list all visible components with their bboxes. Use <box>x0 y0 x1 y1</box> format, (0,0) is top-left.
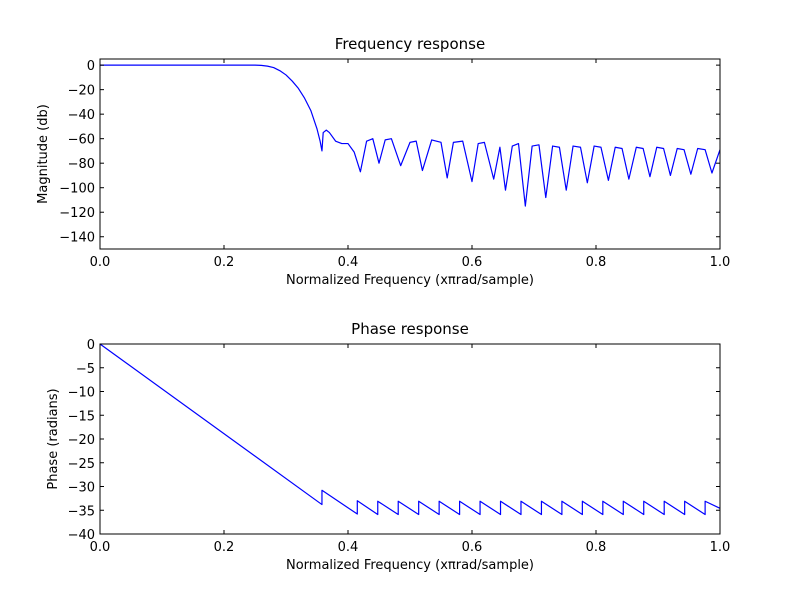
phase-y-tick-label: −5 <box>76 362 95 377</box>
magnitude-x-tick-label: 0.6 <box>462 255 483 270</box>
phase-y-tick-label: −15 <box>68 409 95 424</box>
phase-x-tick-label: 1.0 <box>710 540 731 555</box>
phase-y-tick-label: −20 <box>68 433 95 448</box>
phase-x-tick-label: 0.2 <box>214 540 235 555</box>
magnitude-x-axis-label: Normalized Frequency (xπrad/sample) <box>286 273 534 288</box>
phase-series-line <box>99 343 721 516</box>
magnitude-y-tick-label: −20 <box>68 84 95 99</box>
phase-x-tick-label: 0.0 <box>90 540 111 555</box>
magnitude-x-tick-label: 0.0 <box>90 255 111 270</box>
magnitude-x-ticks: 0.0 0.2 0.4 0.6 0.8 1.0 <box>90 59 731 270</box>
phase-y-tick-label: −10 <box>68 386 95 401</box>
phase-plot-frame <box>99 343 721 535</box>
magnitude-chart: Frequency response 0.0 0.2 0.4 0.6 0.8 1.0 0 −… <box>36 35 730 288</box>
phase-y-tick-label: −40 <box>68 528 95 543</box>
magnitude-x-tick-label: 0.2 <box>214 255 235 270</box>
magnitude-y-tick-label: −80 <box>68 157 95 172</box>
magnitude-y-tick-label: −40 <box>68 108 95 123</box>
magnitude-plot-frame <box>99 58 721 250</box>
phase-y-axis-label: Phase (radians) <box>46 388 61 489</box>
phase-x-axis-label: Normalized Frequency (xπrad/sample) <box>286 558 534 573</box>
magnitude-y-axis-label: Magnitude (db) <box>36 104 51 204</box>
phase-chart: Phase response 0.0 0.2 0.4 0.6 0.8 1.0 0 −5 −10… <box>46 320 730 573</box>
magnitude-y-tick-label: 0 <box>87 59 95 74</box>
phase-chart-title: Phase response <box>351 320 469 338</box>
magnitude-y-tick-label: −140 <box>59 231 95 246</box>
magnitude-y-tick-label: −100 <box>59 182 95 197</box>
magnitude-x-tick-label: 0.4 <box>338 255 359 270</box>
magnitude-y-tick-label: −60 <box>68 133 95 148</box>
phase-x-tick-label: 0.8 <box>586 540 607 555</box>
phase-y-tick-label: 0 <box>87 338 95 353</box>
magnitude-y-tick-label: −120 <box>59 206 95 221</box>
phase-y-tick-label: −25 <box>68 457 95 472</box>
magnitude-x-tick-label: 1.0 <box>710 255 731 270</box>
phase-x-ticks: 0.0 0.2 0.4 0.6 0.8 1.0 <box>90 344 731 555</box>
phase-x-tick-label: 0.6 <box>462 540 483 555</box>
magnitude-series-line <box>100 64 721 207</box>
magnitude-y-ticks: 0 −20 −40 −60 −80 −100 −120 −140 <box>59 59 720 246</box>
phase-x-tick-label: 0.4 <box>338 540 359 555</box>
magnitude-series-layer <box>100 64 721 207</box>
magnitude-x-tick-label: 0.8 <box>586 255 607 270</box>
magnitude-chart-title: Frequency response <box>335 35 485 53</box>
phase-y-ticks: 0 −5 −10 −15 −20 −25 −30 −35 −40 <box>68 338 720 543</box>
phase-series-layer <box>99 343 721 516</box>
phase-y-tick-label: −30 <box>68 481 95 496</box>
phase-y-tick-label: −35 <box>68 504 95 519</box>
